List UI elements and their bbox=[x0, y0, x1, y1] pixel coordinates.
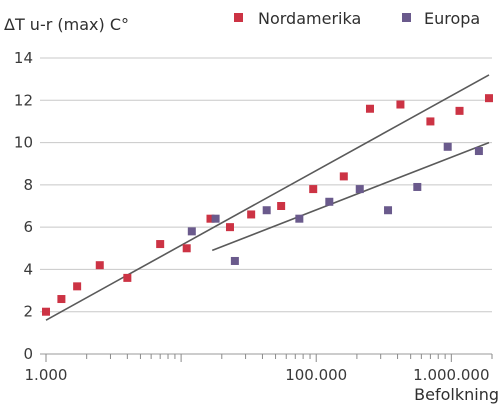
trend-lines bbox=[45, 74, 490, 321]
legend-label-europa: Europa bbox=[424, 9, 480, 28]
tick-marks bbox=[45, 354, 493, 362]
data-point-nordamerika-5 bbox=[156, 240, 165, 249]
data-point-nordamerika-11 bbox=[309, 185, 318, 194]
data-point-europa-7 bbox=[384, 206, 393, 215]
trend-line-europa bbox=[211, 141, 490, 252]
data-point-nordamerika-2 bbox=[73, 282, 82, 291]
data-point-europa-5 bbox=[325, 197, 334, 206]
data-point-nordamerika-4 bbox=[123, 273, 132, 282]
data-point-nordamerika-9 bbox=[247, 210, 256, 219]
data-point-nordamerika-15 bbox=[426, 117, 435, 126]
x-tick-label-100000: 100.000 bbox=[285, 366, 347, 384]
y-tick-label-10: 10 bbox=[14, 134, 33, 152]
y-tick-label-6: 6 bbox=[23, 218, 33, 236]
x-tick-label-1000: 1.000 bbox=[25, 366, 68, 384]
x-axis-title: Befolkning bbox=[414, 385, 499, 404]
y-tick-label-12: 12 bbox=[14, 91, 33, 109]
data-point-europa-3 bbox=[262, 206, 271, 215]
data-point-europa-4 bbox=[295, 214, 304, 223]
data-point-europa-1 bbox=[211, 214, 220, 223]
data-point-nordamerika-8 bbox=[225, 223, 234, 232]
x-tick-label-1000000: 1.000.000 bbox=[413, 366, 489, 384]
data-point-europa-8 bbox=[413, 182, 422, 191]
data-point-nordamerika-13 bbox=[365, 104, 374, 113]
trend-line-nordamerika bbox=[45, 74, 490, 321]
y-tick-label-8: 8 bbox=[23, 176, 33, 194]
data-point-nordamerika-10 bbox=[277, 202, 286, 210]
grid-lines bbox=[40, 57, 492, 355]
data-point-nordamerika-1 bbox=[57, 295, 66, 304]
data-point-nordamerika-16 bbox=[455, 106, 464, 115]
legend-swatch-nordamerika bbox=[234, 13, 243, 22]
data-point-europa-6 bbox=[355, 185, 364, 194]
y-tick-label-2: 2 bbox=[23, 303, 33, 321]
y-tick-label-14: 14 bbox=[14, 49, 33, 67]
data-point-nordamerika-14 bbox=[396, 100, 405, 109]
data-point-europa-2 bbox=[230, 256, 239, 265]
data-point-nordamerika-7 bbox=[206, 214, 215, 223]
data-points bbox=[42, 94, 493, 316]
data-point-nordamerika-3 bbox=[95, 261, 104, 270]
legend-label-nordamerika: Nordamerika bbox=[258, 9, 361, 28]
data-point-nordamerika-6 bbox=[182, 244, 191, 253]
data-point-nordamerika-0 bbox=[42, 307, 50, 316]
legend: Nordamerika Europa bbox=[234, 9, 480, 28]
data-point-nordamerika-12 bbox=[339, 172, 348, 181]
y-axis-title: ΔT u-r (max) C° bbox=[4, 15, 129, 34]
y-tick-label-4: 4 bbox=[23, 260, 33, 278]
data-point-europa-0 bbox=[187, 227, 196, 236]
y-tick-label-0: 0 bbox=[23, 345, 33, 363]
data-point-europa-9 bbox=[443, 142, 452, 151]
data-point-europa-10 bbox=[474, 147, 483, 156]
legend-swatch-europa bbox=[402, 13, 411, 22]
data-point-nordamerika-17 bbox=[484, 94, 493, 103]
